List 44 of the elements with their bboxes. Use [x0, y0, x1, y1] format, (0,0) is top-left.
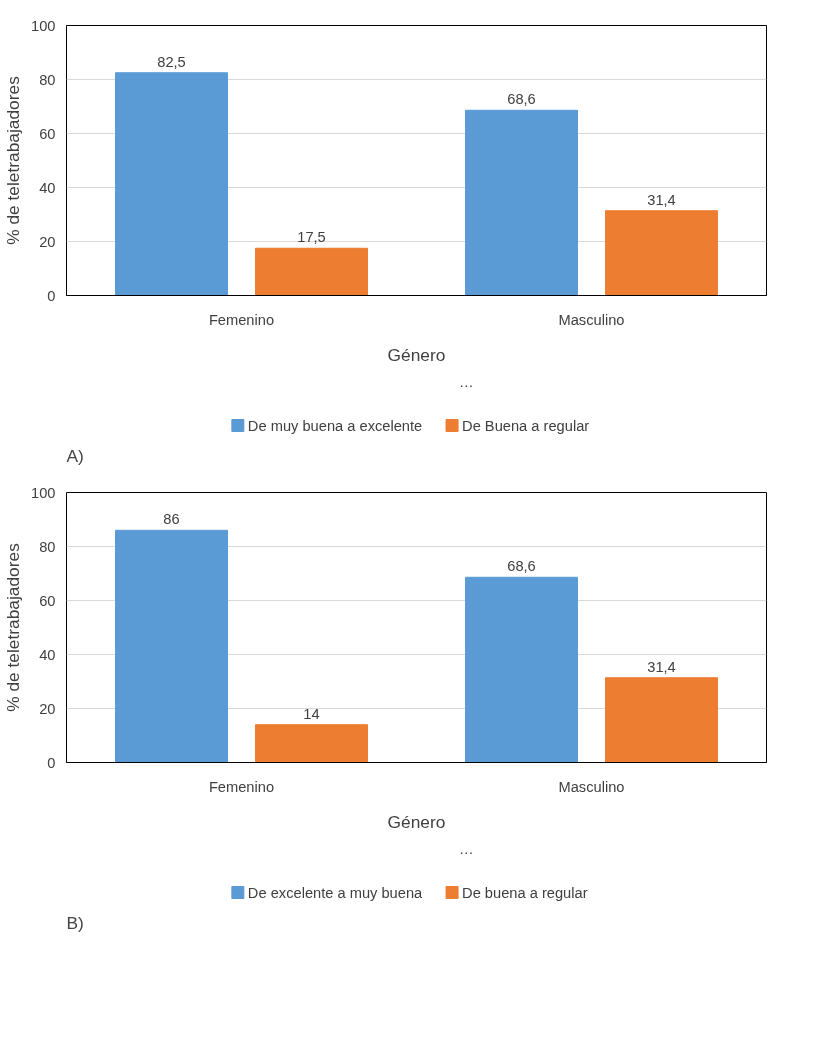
bar — [465, 576, 578, 763]
y-tick-label: 80 — [39, 538, 56, 555]
x-tick-label: Masculino — [558, 778, 625, 795]
legend-label: De muy buena a excelente — [247, 417, 423, 434]
text: A) — [66, 445, 84, 466]
y-axis-title: % de teletrabajadores — [3, 75, 24, 245]
y-axis-title: % de teletrabajadores — [3, 542, 24, 712]
data-label: 31,4 — [647, 191, 676, 208]
text: … — [459, 373, 474, 390]
bar — [605, 677, 718, 763]
y-tick-label: 0 — [47, 287, 56, 304]
y-tick-label: 60 — [39, 125, 56, 142]
bar — [115, 72, 228, 296]
text: … — [459, 840, 474, 857]
y-tick-label: 40 — [39, 179, 56, 196]
y-tick-label: 60 — [39, 592, 56, 609]
x-axis-title: Género — [387, 344, 446, 365]
data-label: 17,5 — [297, 229, 326, 246]
data-label: 14 — [303, 705, 320, 722]
data-label: 86 — [163, 511, 180, 528]
x-tick-label: Masculino — [558, 311, 625, 328]
legend-label: De Buena a regular — [462, 417, 590, 434]
bar — [465, 109, 578, 296]
x-tick-label: Femenino — [208, 311, 275, 328]
bar — [115, 529, 228, 763]
data-label: 31,4 — [647, 658, 676, 675]
x-tick-label: Femenino — [208, 778, 275, 795]
y-tick-label: 100 — [31, 17, 56, 34]
text: B) — [66, 912, 84, 933]
y-tick-label: 100 — [31, 484, 56, 501]
data-label: 68,6 — [507, 558, 536, 575]
bar — [605, 210, 718, 296]
data-label: 82,5 — [157, 53, 186, 70]
bar — [255, 247, 368, 296]
data-label: 68,6 — [507, 91, 536, 108]
y-tick-label: 0 — [47, 754, 56, 771]
y-tick-label: 40 — [39, 646, 56, 663]
legend-label: De buena a regular — [462, 884, 588, 901]
legend-label: De excelente a muy buena — [247, 884, 424, 901]
y-tick-label: 20 — [39, 700, 56, 717]
x-axis-title: Género — [387, 811, 446, 832]
bar — [255, 724, 368, 763]
y-tick-label: 20 — [39, 233, 56, 250]
y-tick-label: 80 — [39, 71, 56, 88]
